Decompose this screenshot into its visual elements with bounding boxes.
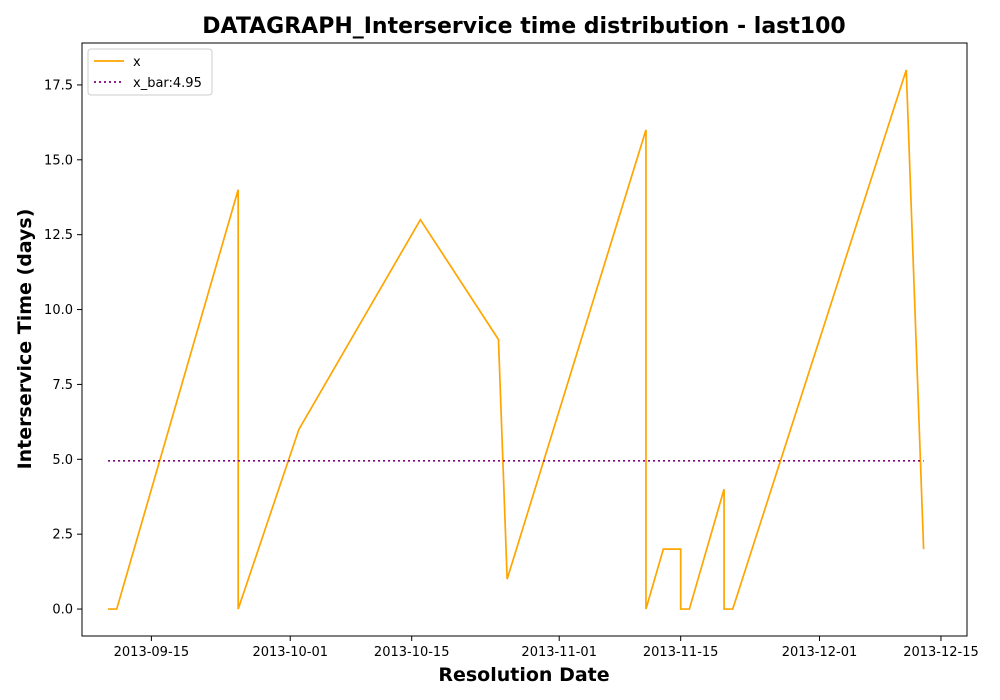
x-axis-ticks: 2013-09-15 2013-10-01 2013-10-15 2013-11-01… xyxy=(114,636,979,660)
series-line-x xyxy=(108,69,925,610)
x-tick-label: 2013-11-15 xyxy=(643,645,719,660)
y-tick-label: 5.0 xyxy=(52,453,73,468)
y-tick-label: 0.0 xyxy=(52,603,73,618)
legend-label-x: x xyxy=(133,55,141,70)
y-tick-label: 12.5 xyxy=(44,228,73,243)
y-tick-label: 10.0 xyxy=(44,303,73,318)
legend-label-x-bar: x_bar:4.95 xyxy=(133,76,202,91)
x-tick-label: 2013-10-01 xyxy=(252,645,328,660)
x-tick-label: 2013-11-01 xyxy=(521,645,597,660)
chart-title: DATAGRAPH_Interservice time distribution… xyxy=(202,14,845,39)
plot-frame xyxy=(81,42,968,637)
x-tick-label: 2013-09-15 xyxy=(114,645,190,660)
y-tick-label: 17.5 xyxy=(44,78,73,93)
legend: x x_bar:4.95 xyxy=(87,48,213,96)
y-tick-label: 2.5 xyxy=(52,528,73,543)
x-tick-label: 2013-10-15 xyxy=(374,645,450,660)
y-tick-label: 15.0 xyxy=(44,153,73,168)
y-axis-ticks: 0.0 2.5 5.0 7.5 10.0 12.5 15.0 17.5 xyxy=(44,78,82,618)
series-layer xyxy=(108,69,925,610)
x-tick-label: 2013-12-15 xyxy=(903,645,979,660)
y-axis-label: Interservice Time (days) xyxy=(14,209,36,470)
x-tick-label: 2013-12-01 xyxy=(782,645,858,660)
y-tick-label: 7.5 xyxy=(52,378,73,393)
x-axis-label: Resolution Date xyxy=(438,664,609,686)
